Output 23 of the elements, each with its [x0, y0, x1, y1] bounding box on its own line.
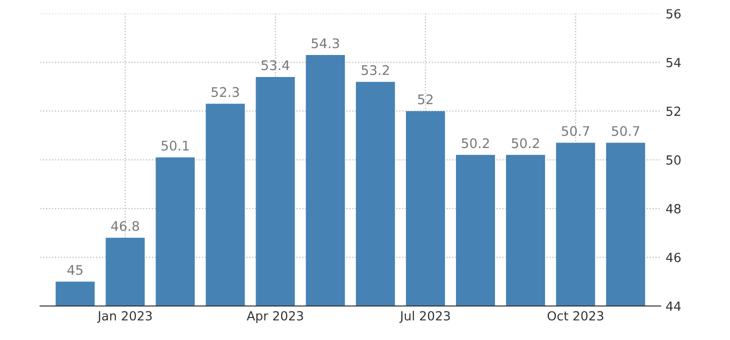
y-tick-label: 48	[666, 204, 681, 214]
x-tick-label: Oct 2023	[548, 311, 604, 321]
y-tick-label: 44	[666, 302, 681, 311]
x-tick-label: Apr 2023	[246, 311, 304, 323]
y-tick-label: 46	[666, 252, 681, 262]
data-label: 52	[418, 94, 433, 104]
data-label: 50.1	[162, 140, 189, 151]
y-tick-label: 56	[666, 9, 681, 19]
data-label: 53.4	[262, 60, 290, 70]
x-tick-label: Jan 2023	[97, 311, 152, 323]
data-label: 46.8	[111, 221, 140, 232]
x-tick-label: Jul 2023	[399, 310, 450, 323]
data-label: 50.2	[462, 138, 489, 148]
data-label: 50.7	[612, 126, 640, 136]
data-label: 45	[67, 265, 82, 275]
data-label: 50.7	[562, 126, 590, 136]
data-label: 52.3	[212, 87, 239, 98]
y-tick-label: 50	[666, 155, 681, 165]
data-label: 53.2	[362, 65, 389, 76]
y-tick-label: 54	[666, 58, 681, 68]
y-tick-label: 52	[666, 106, 680, 116]
data-label: 54.3	[312, 38, 340, 48]
data-label: 50.2	[512, 138, 539, 148]
